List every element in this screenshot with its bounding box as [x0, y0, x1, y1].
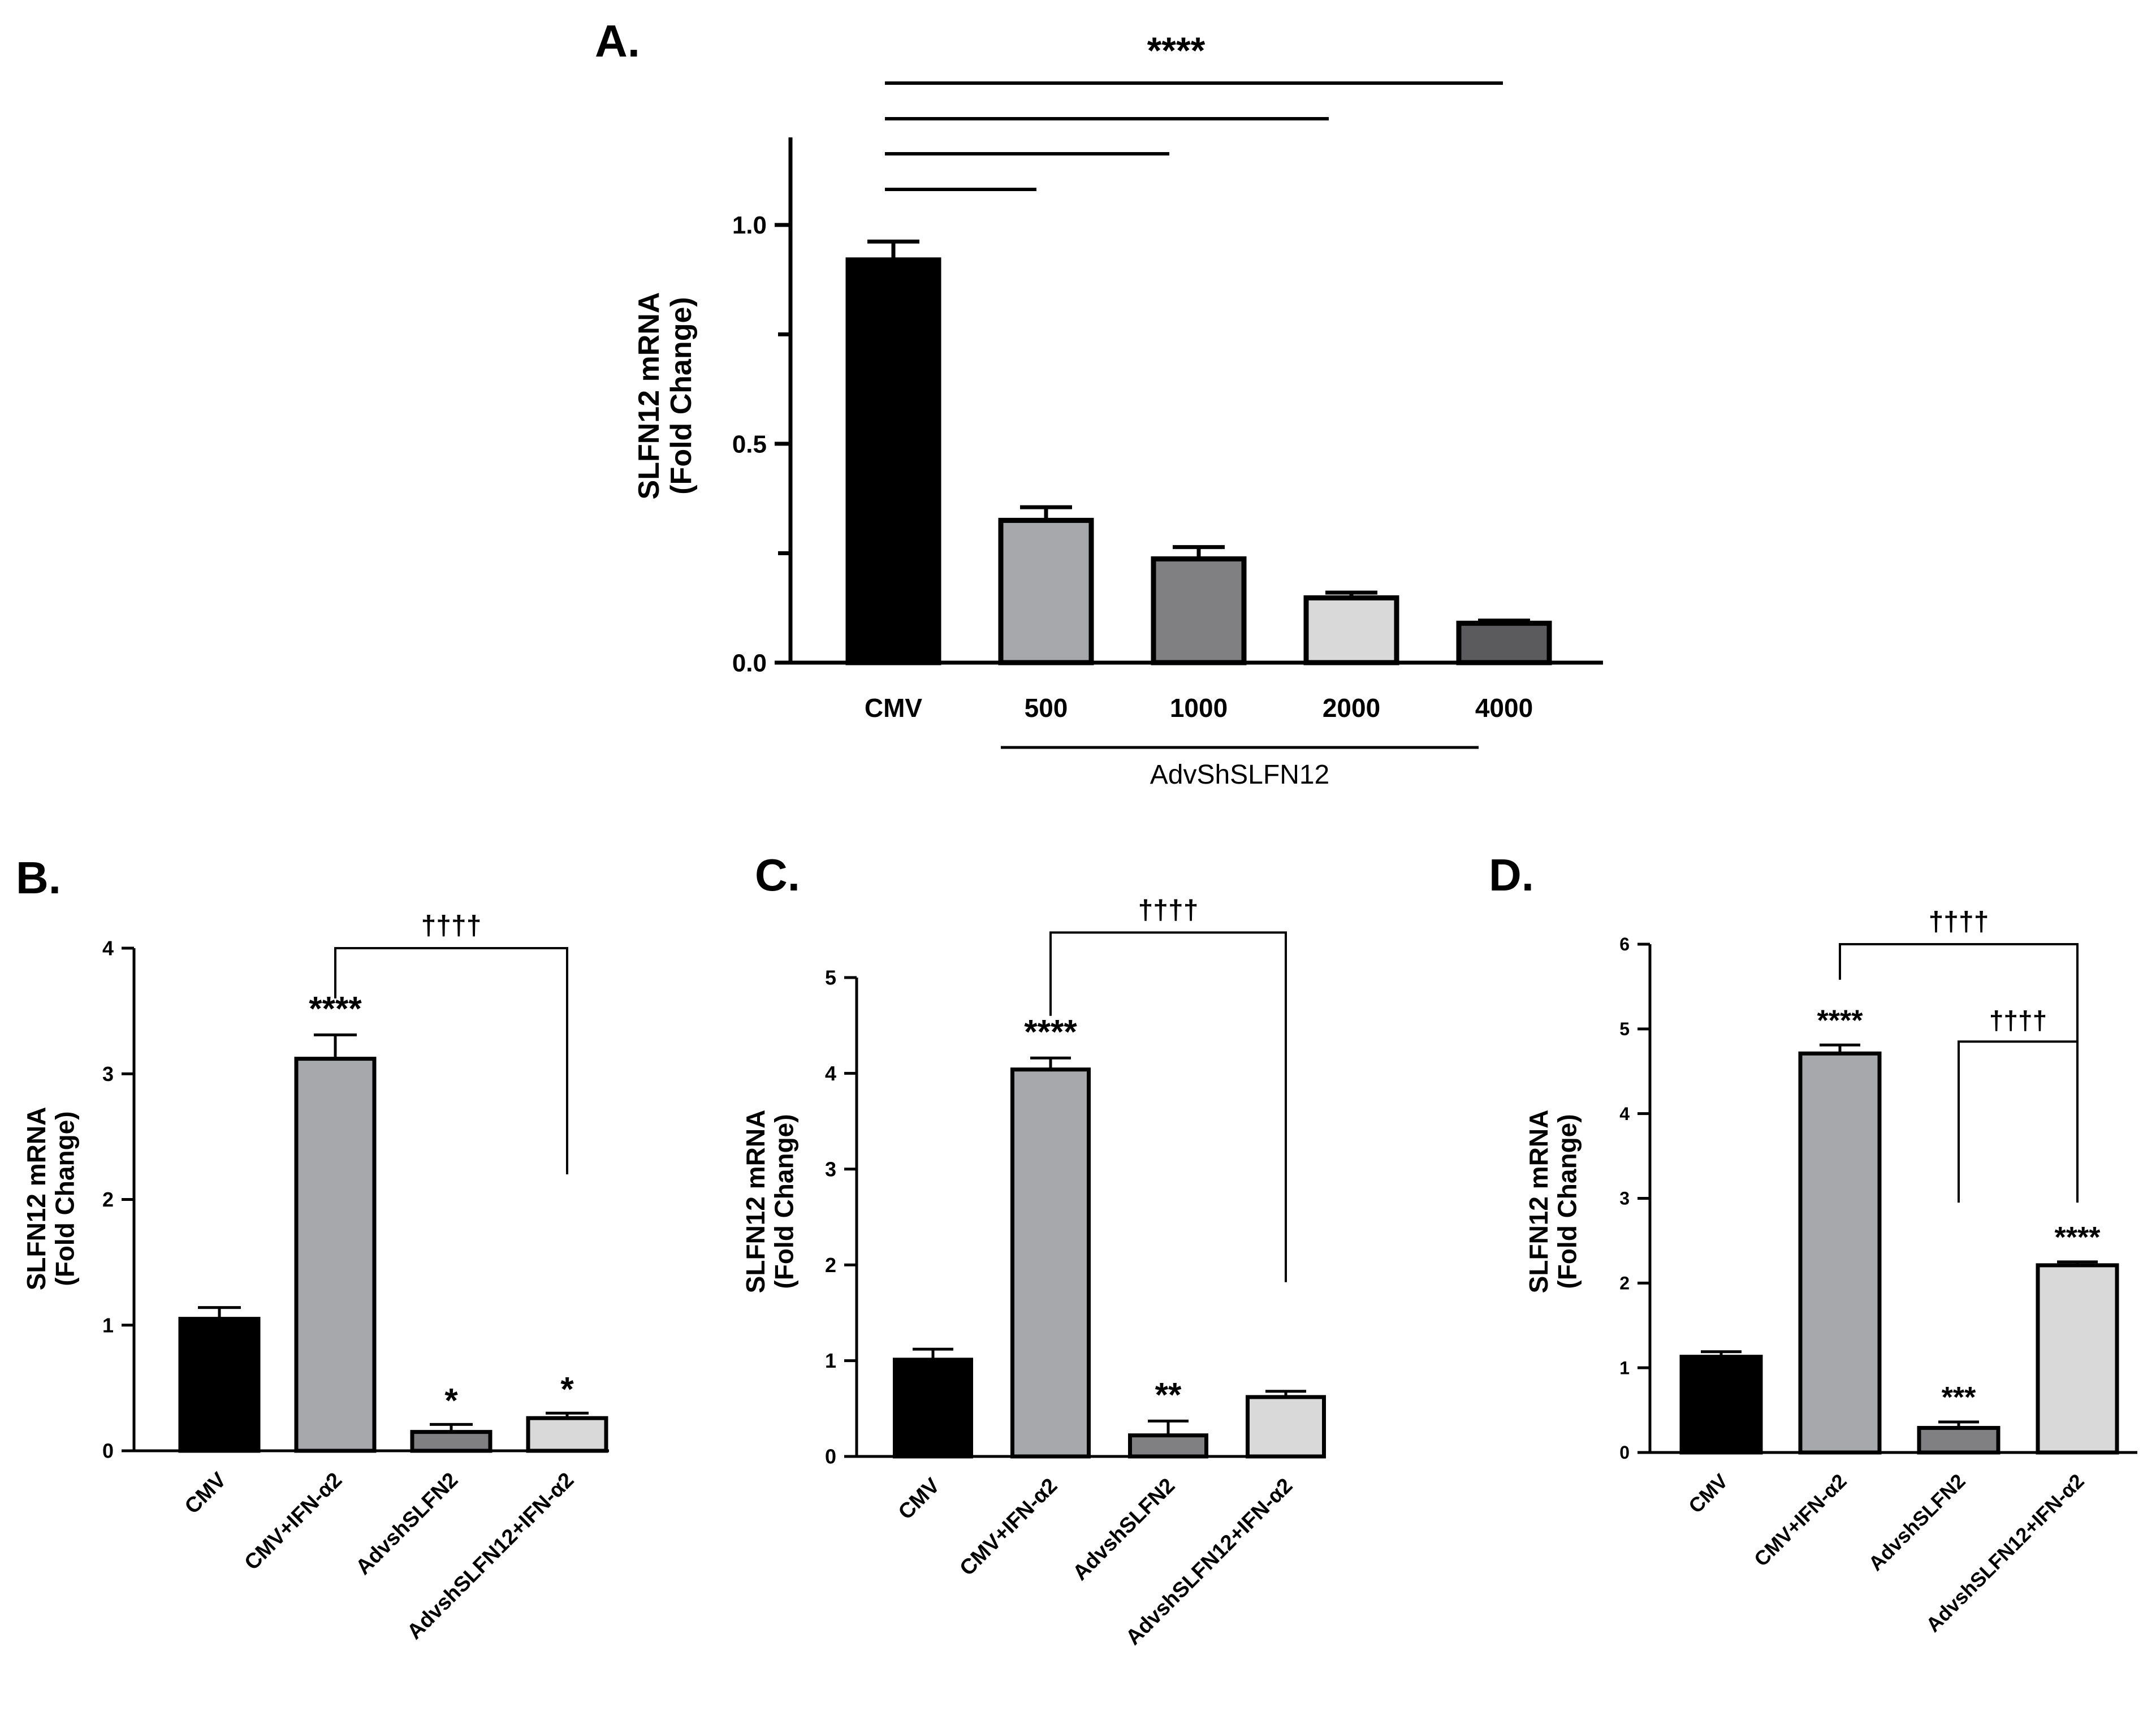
category-label-b: AdvshSLFN2: [351, 1468, 463, 1580]
panel-label-a: A.: [595, 16, 640, 66]
bar-a-1: [998, 517, 1094, 665]
significance-mark-d: ****: [1817, 1004, 1864, 1037]
y-axis-label-a: SLFN12 mRNA: [633, 292, 666, 500]
y-axis-label-b: SLFN12 mRNA: [21, 1107, 51, 1291]
y-tick-label-c: 2: [825, 1253, 836, 1277]
y-tick-label-a: 1.0: [732, 211, 767, 239]
category-label-b: CMV: [180, 1468, 231, 1519]
category-label-a: 4000: [1475, 693, 1533, 723]
y-axis-label-line2-b: (Fold Change): [50, 1111, 80, 1286]
y-tick-label-d: 3: [1619, 1188, 1630, 1209]
y-axis-label-line2-d: (Fold Change): [1553, 1114, 1582, 1289]
panel-label-b: B.: [16, 853, 61, 903]
y-tick-label-c: 0: [825, 1445, 836, 1468]
category-label-d: AdvshSLFN2: [1864, 1469, 1969, 1575]
bar-d-1: [1798, 1051, 1882, 1455]
panel-label-d: D.: [1489, 850, 1534, 900]
y-tick-label-d: 4: [1619, 1104, 1630, 1124]
bracket-label-c: ††††: [1138, 895, 1199, 925]
y-axis-label-d: SLFN12 mRNA: [1524, 1110, 1553, 1294]
category-label-d: CMV+IFN-α2: [1749, 1469, 1851, 1571]
bar-b-2: [410, 1430, 492, 1453]
bracket-label-b: ††††: [421, 911, 482, 941]
significance-mark-d: ****: [2055, 1221, 2101, 1254]
significance-mark-b: *: [444, 1381, 458, 1419]
bar-c-0: [893, 1358, 973, 1459]
y-tick-label-b: 2: [102, 1188, 114, 1211]
category-label-a: 500: [1025, 693, 1068, 723]
category-label-c: CMV+IFN-α2: [956, 1474, 1062, 1581]
y-tick-label-c: 4: [825, 1062, 836, 1085]
group-label-a: AdvShSLFN12: [1150, 760, 1330, 790]
category-label-a: 1000: [1170, 693, 1228, 723]
bracket-d-1: [1958, 1040, 2077, 1203]
category-label-b: CMV+IFN-α2: [240, 1468, 347, 1575]
y-tick-label-a: 0.5: [732, 430, 767, 458]
significance-mark-c: ****: [1024, 1013, 1077, 1050]
bar-a-0: [845, 257, 941, 665]
bar-a-3: [1303, 595, 1399, 665]
y-axis-label-line2-a: (Fold Change): [665, 297, 698, 495]
bracket-label-d: ††††: [1929, 907, 1989, 937]
y-tick-label-a: 0.0: [732, 649, 767, 677]
y-tick-label-d: 6: [1619, 934, 1630, 954]
significance-mark-d: ***: [1942, 1381, 1976, 1414]
y-tick-label-d: 5: [1619, 1019, 1630, 1039]
y-tick-label-b: 3: [102, 1062, 114, 1086]
bar-d-3: [2036, 1263, 2119, 1455]
category-label-a: 2000: [1323, 693, 1380, 723]
bracket-c-0: [1049, 931, 1287, 1282]
bar-a-2: [1151, 556, 1247, 665]
bar-b-0: [178, 1317, 261, 1453]
bar-d-2: [1917, 1426, 2001, 1455]
category-label-a: CMV: [865, 693, 923, 723]
bracket-d-0: [1839, 943, 2079, 1203]
bar-a-4: [1456, 620, 1552, 665]
y-tick-label-b: 1: [102, 1313, 114, 1337]
category-label-c: AdvshSLFN2: [1068, 1474, 1179, 1585]
y-tick-label-d: 1: [1619, 1358, 1630, 1378]
y-tick-label-c: 1: [825, 1349, 836, 1372]
y-axis-label-line2-c: (Fold Change): [770, 1114, 799, 1289]
bar-c-3: [1246, 1395, 1326, 1459]
bar-c-1: [1010, 1067, 1091, 1459]
bar-b-3: [526, 1416, 608, 1453]
category-label-c: CMV: [894, 1473, 945, 1524]
significance-mark-b: *: [560, 1370, 574, 1408]
category-label-d: CMV: [1684, 1469, 1732, 1518]
bar-c-2: [1128, 1433, 1208, 1459]
y-tick-label-c: 3: [825, 1157, 836, 1181]
panel-label-c: C.: [755, 850, 800, 900]
y-tick-label-d: 0: [1619, 1442, 1630, 1463]
bar-d-0: [1679, 1355, 1763, 1455]
y-tick-label-b: 0: [102, 1439, 114, 1463]
y-tick-label-c: 5: [825, 966, 836, 989]
bracket-b-0: [334, 947, 568, 1175]
significance-mark-c: **: [1155, 1376, 1182, 1413]
y-tick-label-b: 4: [102, 937, 114, 960]
y-tick-label-d: 2: [1619, 1273, 1630, 1294]
significance-label-a: ****: [1147, 29, 1206, 71]
bar-b-1: [294, 1057, 377, 1453]
y-axis-label-c: SLFN12 mRNA: [741, 1110, 770, 1294]
bracket-label-d: ††††: [1989, 1005, 2047, 1035]
